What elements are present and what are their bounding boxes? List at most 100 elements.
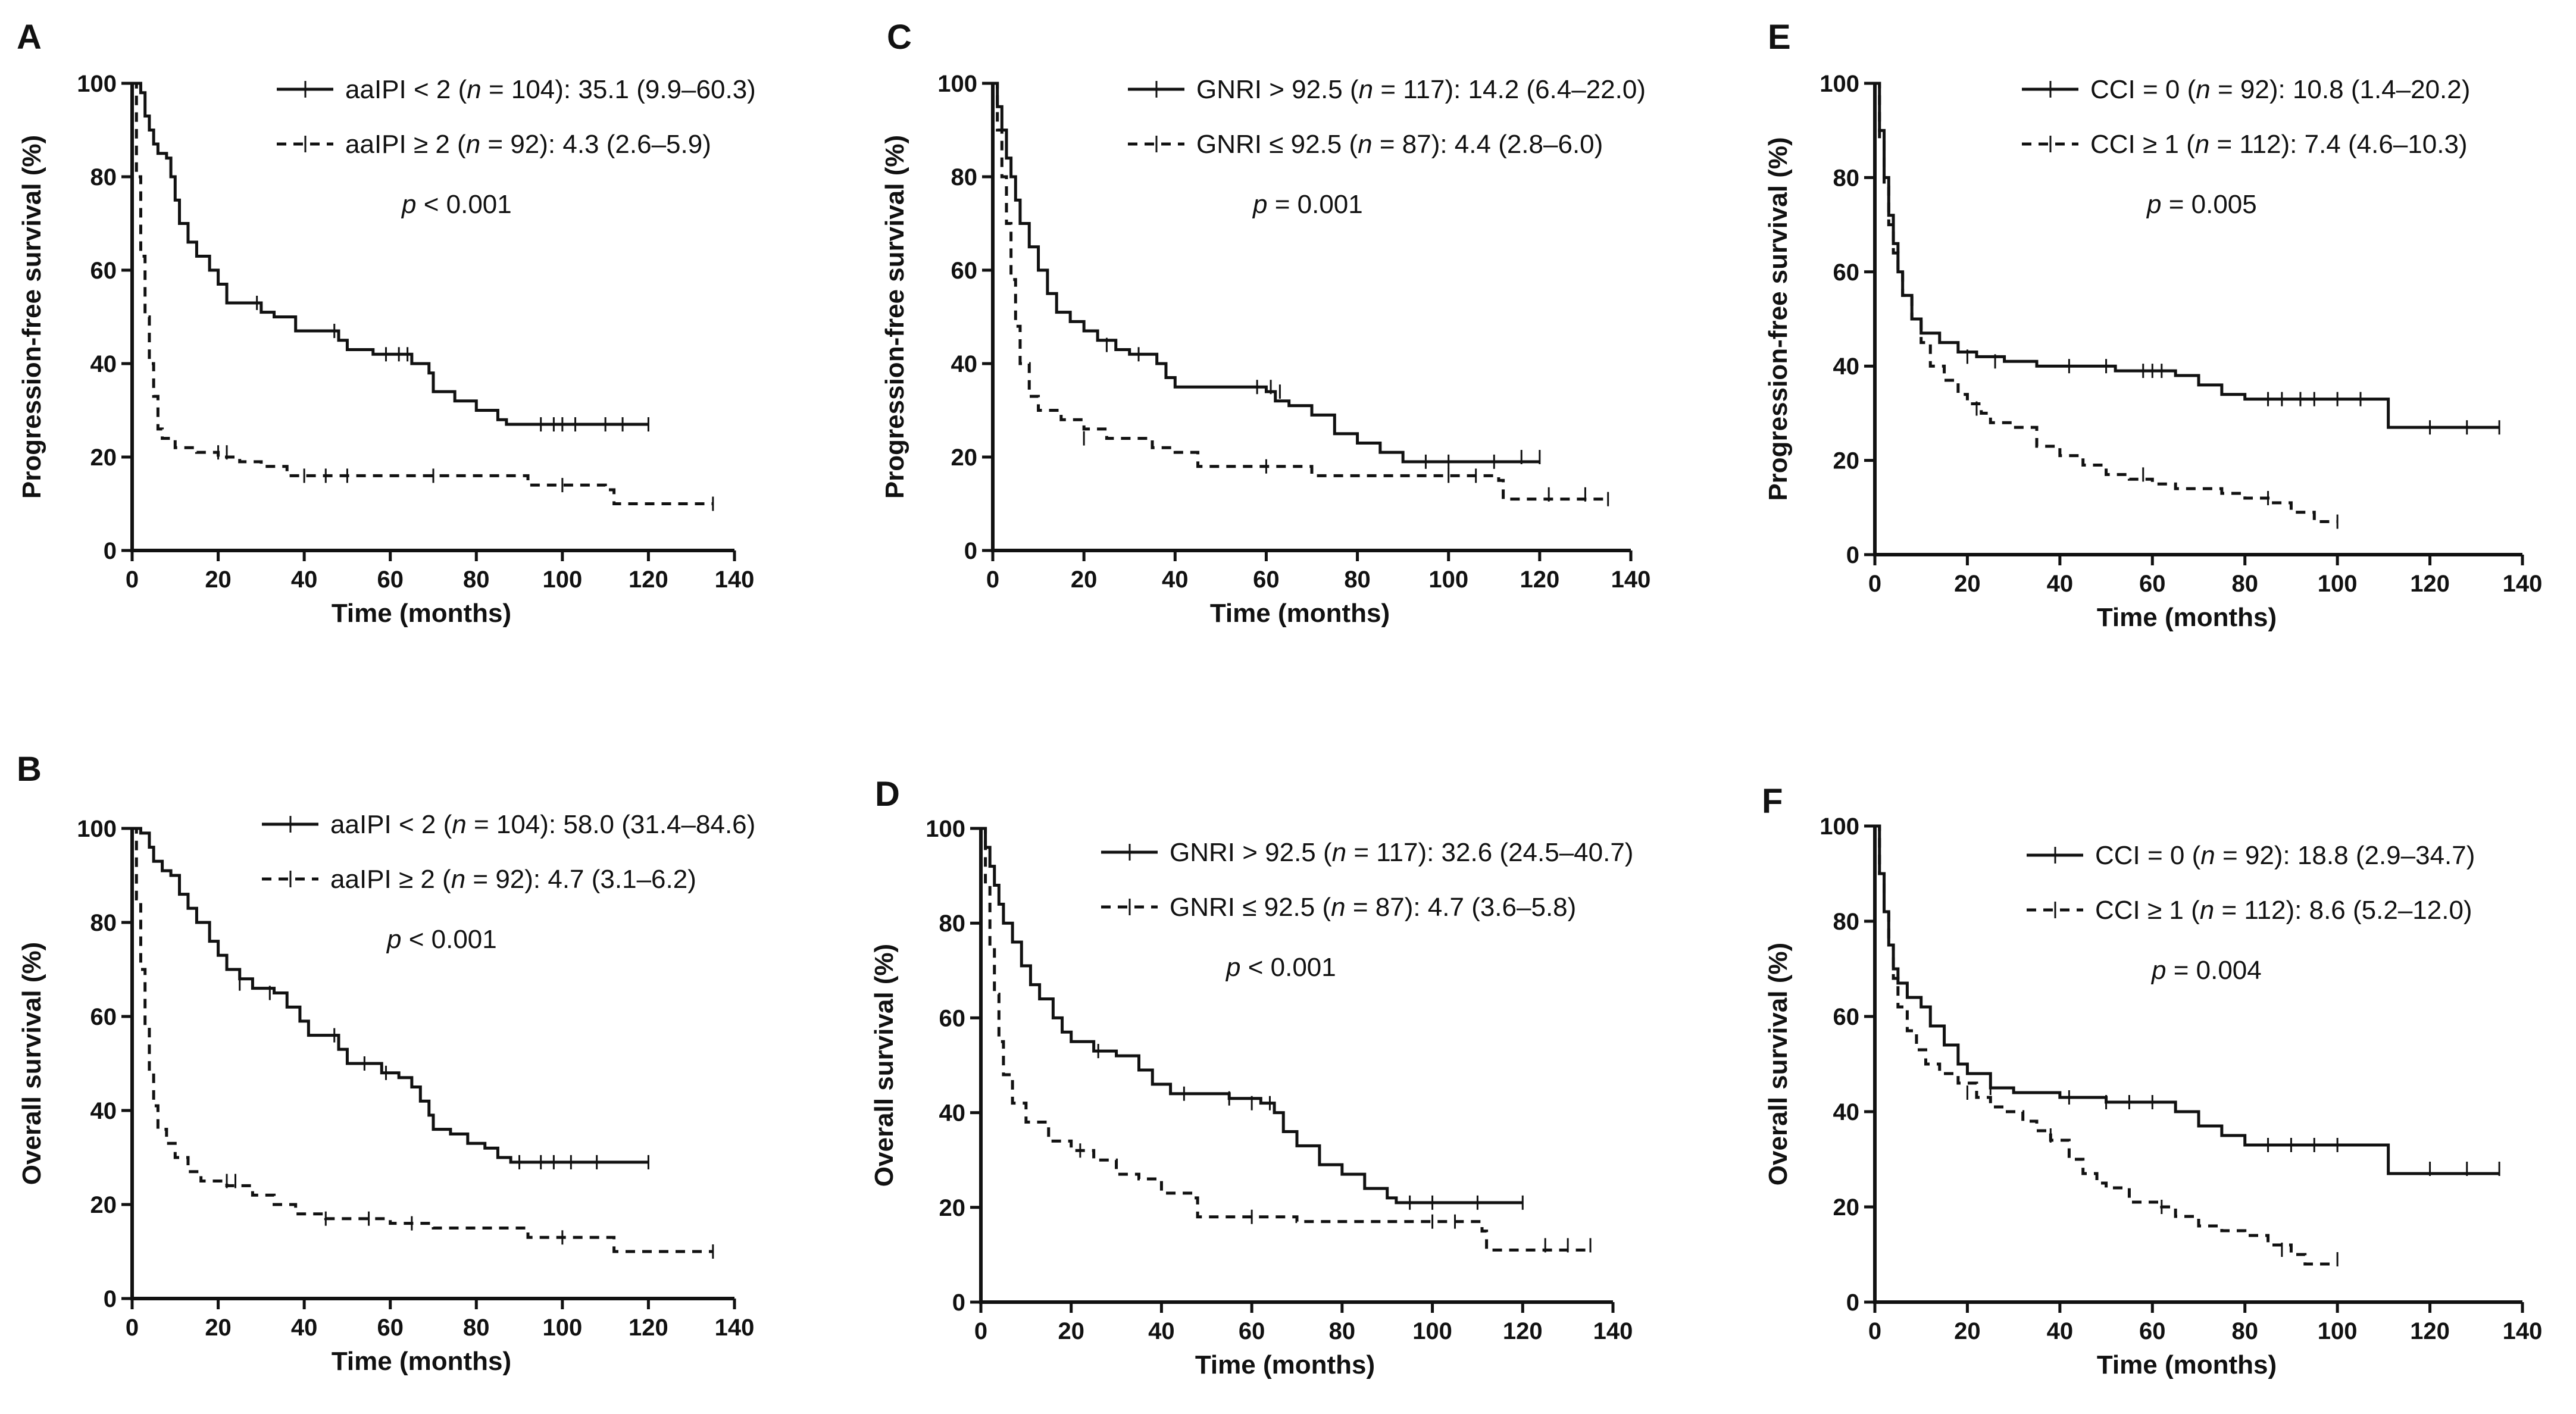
legend-prefix: CCI = 0 (: [2090, 75, 2196, 104]
legend-suffix: = 112): 7.4 (4.6–10.3): [2209, 130, 2467, 159]
legend-label: CCI = 0 (n = 92): 18.8 (2.9–34.7): [2095, 841, 2475, 870]
x-tick-label: 100: [2318, 1318, 2358, 1344]
x-tick-label: 120: [2410, 571, 2450, 597]
legend-n: n: [1331, 893, 1345, 922]
panel-letter: E: [1768, 18, 1791, 57]
y-axis-label: Overall survival (%): [17, 942, 46, 1185]
y-tick-label: 40: [1833, 1099, 1860, 1125]
legend-n: n: [2195, 130, 2209, 159]
p-value-text: < 0.001: [1240, 953, 1336, 982]
legend-suffix: = 87): 4.7 (3.6–5.8): [1346, 893, 1577, 922]
x-tick-label: 80: [1344, 567, 1371, 593]
legend-n: n: [2200, 841, 2215, 870]
y-tick-label: 80: [1833, 165, 1860, 191]
y-tick-label: 20: [90, 1192, 117, 1218]
legend-label: CCI = 0 (n = 92): 10.8 (1.4–20.2): [2090, 75, 2470, 104]
legend-entry-2: aaIPI ≥ 2 (n = 92): 4.7 (3.1–6.2): [262, 865, 696, 894]
legend-label: aaIPI < 2 (n = 104): 35.1 (9.9–60.3): [345, 75, 756, 104]
series-dashed-curve: [132, 827, 713, 1253]
legend-suffix: = 104): 35.1 (9.9–60.3): [482, 75, 756, 104]
p-label: p: [1252, 190, 1267, 219]
y-tick-label: 60: [90, 258, 117, 284]
series-solid-curve: [1875, 82, 2500, 429]
p-label: p: [1225, 953, 1240, 982]
legend-suffix: = 92): 4.3 (2.6–5.9): [480, 130, 711, 159]
p-value-text: < 0.001: [416, 190, 511, 219]
p-value-text: = 0.001: [1267, 190, 1362, 219]
legend-label: GNRI ≤ 92.5 (n = 87): 4.4 (2.8–6.0): [1196, 130, 1603, 159]
x-tick-label: 120: [2410, 1318, 2450, 1344]
x-axis-label: Time (months): [332, 1347, 511, 1376]
y-tick-label: 40: [951, 351, 978, 377]
y-tick-label: 100: [77, 71, 117, 97]
x-tick-label: 40: [2047, 571, 2074, 597]
y-tick-label: 60: [90, 1004, 117, 1030]
series-dashed-curve: [1875, 82, 2338, 524]
y-tick-label: 0: [1846, 542, 1859, 568]
p-label: p: [401, 190, 416, 219]
legend-label: GNRI > 92.5 (n = 117): 14.2 (6.4–22.0): [1196, 75, 1646, 104]
legend-n: n: [2196, 75, 2210, 104]
y-tick-label: 0: [952, 1290, 965, 1316]
legend-label: aaIPI < 2 (n = 104): 58.0 (31.4–84.6): [330, 810, 755, 839]
legend-entry-1: CCI = 0 (n = 92): 18.8 (2.9–34.7): [2027, 841, 2475, 870]
panel-d: D 0 20 40 60 80 100 0 20 40 60 80 100 120 140 Time (mon…: [870, 775, 1633, 1379]
p-value-text: = 0.004: [2166, 956, 2261, 985]
x-tick-label: 40: [2047, 1318, 2074, 1344]
legend-prefix: CCI = 0 (: [2095, 841, 2201, 870]
panel-f: F 0 20 40 60 80 100 0 20 40 60 80 100 120 140 Time (mon…: [1762, 782, 2542, 1379]
legend-prefix: aaIPI < 2 (: [345, 75, 467, 104]
x-tick-label: 0: [126, 567, 139, 593]
y-tick-label: 80: [939, 911, 966, 937]
x-tick-label: 40: [1162, 567, 1189, 593]
series-dashed-curve: [993, 82, 1608, 501]
legend-entry-1: CCI = 0 (n = 92): 10.8 (1.4–20.2): [2022, 75, 2470, 104]
legend-prefix: CCI ≥ 1 (: [2090, 130, 2195, 159]
p-value: p < 0.001: [386, 925, 497, 954]
y-tick-label: 100: [1820, 814, 1859, 840]
x-tick-label: 20: [1071, 567, 1098, 593]
y-tick-label: 0: [1846, 1290, 1859, 1316]
x-tick-label: 20: [205, 1315, 232, 1341]
x-tick-label: 120: [629, 1315, 668, 1341]
legend-label: GNRI > 92.5 (n = 117): 32.6 (24.5–40.7): [1170, 838, 1633, 867]
legend-entry-2: CCI ≥ 1 (n = 112): 8.6 (5.2–12.0): [2027, 896, 2472, 925]
legend-suffix: = 92): 10.8 (1.4–20.2): [2211, 75, 2471, 104]
p-label: p: [2146, 190, 2161, 219]
x-tick-label: 100: [542, 567, 582, 593]
legend-suffix: = 117): 32.6 (24.5–40.7): [1346, 838, 1633, 867]
legend-prefix: GNRI ≤ 92.5 (: [1170, 893, 1331, 922]
p-value-text: = 0.005: [2161, 190, 2256, 219]
y-tick-label: 20: [951, 445, 978, 471]
legend-label: GNRI ≤ 92.5 (n = 87): 4.7 (3.6–5.8): [1170, 893, 1576, 922]
panel-b: B 0 20 40 60 80 100 0 20 40 60 80 100 120 140 Time (mon…: [17, 750, 755, 1376]
legend-prefix: aaIPI < 2 (: [330, 810, 452, 839]
series-solid-curve: [132, 827, 649, 1164]
y-tick-label: 0: [104, 538, 117, 564]
legend-suffix: = 112): 8.6 (5.2–12.0): [2214, 896, 2472, 925]
y-tick-label: 40: [90, 351, 117, 377]
y-tick-label: 40: [1833, 354, 1860, 380]
x-axis-label: Time (months): [332, 599, 511, 628]
legend-suffix: = 117): 14.2 (6.4–22.0): [1373, 75, 1646, 104]
x-tick-label: 40: [1148, 1318, 1175, 1344]
y-tick-label: 0: [104, 1286, 117, 1312]
y-axis-label: Progression-free survival (%): [880, 135, 909, 499]
panel-a: A 0 20 40 60 80 100 0 20 40 60 80 100 120 140 Time (mon…: [17, 18, 756, 628]
x-tick-label: 140: [1593, 1318, 1633, 1344]
x-tick-label: 60: [377, 1315, 404, 1341]
legend-entry-1: GNRI > 92.5 (n = 117): 14.2 (6.4–22.0): [1128, 75, 1646, 104]
y-axis-label: Progression-free survival (%): [17, 135, 46, 499]
x-tick-label: 40: [291, 567, 318, 593]
p-label: p: [386, 925, 401, 954]
x-axis-label: Time (months): [2097, 603, 2277, 632]
y-tick-label: 100: [1820, 71, 1859, 97]
x-tick-label: 100: [1412, 1318, 1452, 1344]
x-tick-label: 20: [205, 567, 232, 593]
p-label: p: [2150, 956, 2166, 985]
legend-label: CCI ≥ 1 (n = 112): 8.6 (5.2–12.0): [2095, 896, 2472, 925]
x-tick-label: 0: [974, 1318, 987, 1344]
y-tick-label: 80: [951, 164, 978, 190]
x-tick-label: 140: [1611, 567, 1651, 593]
legend-label: CCI ≥ 1 (n = 112): 7.4 (4.6–10.3): [2090, 130, 2468, 159]
